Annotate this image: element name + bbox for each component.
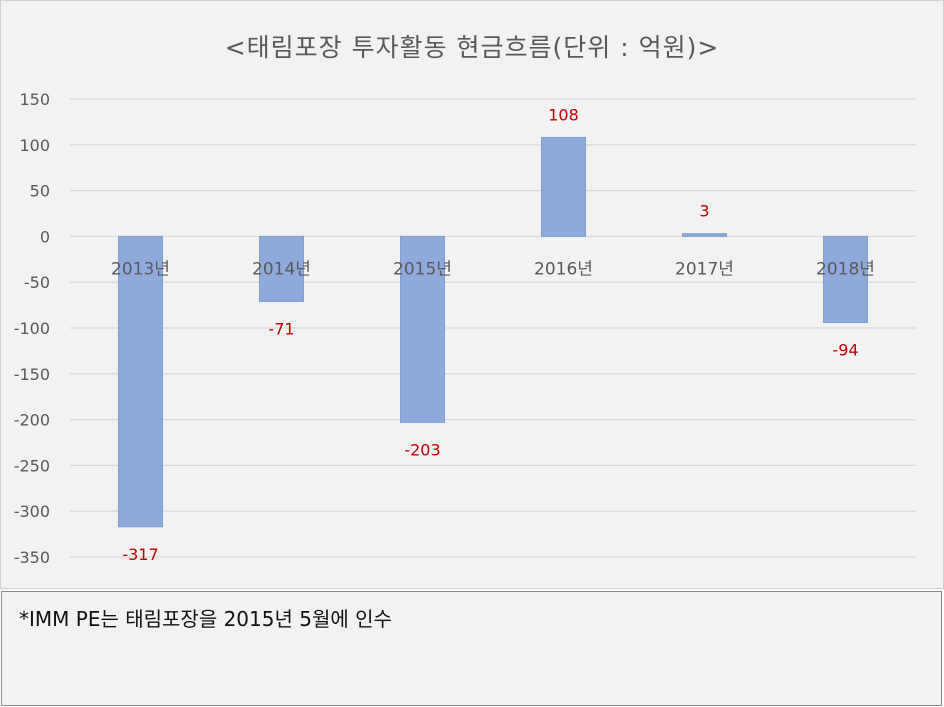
bar-chart: 150 100 50 0 -50 -100 -150 -200 -250 -300 -350 2013…: [14, 90, 916, 567]
x-tick-label: 2017년: [675, 259, 734, 279]
x-tick-label: 2016년: [534, 259, 593, 279]
y-tick-label: -100: [14, 319, 50, 338]
bar: [118, 235, 163, 528]
data-label: -203: [404, 440, 440, 459]
data-label: 3: [699, 202, 709, 221]
bar: [541, 136, 586, 237]
x-tick-label: 2014년: [252, 259, 311, 279]
bar: [400, 235, 445, 423]
y-tick-label: 0: [40, 227, 50, 246]
x-tick-label: 2013년: [111, 259, 170, 279]
y-tick-label: -50: [24, 273, 50, 292]
x-tick-label: 2015년: [393, 259, 452, 279]
y-tick-label: 100: [19, 136, 50, 155]
y-tick-label: -250: [14, 456, 50, 475]
bar: [823, 235, 868, 324]
y-tick-label: -200: [14, 411, 50, 430]
note-box: *IMM PE는 태림포장을 2015년 5월에 인수: [1, 591, 942, 706]
data-label: -71: [268, 319, 294, 338]
data-label: 108: [548, 105, 579, 124]
x-tick-label: 2018년: [816, 259, 875, 279]
y-tick-label: 50: [30, 182, 50, 201]
bar: [682, 233, 727, 237]
y-tick-label: -300: [14, 502, 50, 521]
y-tick-label: 150: [19, 90, 50, 109]
note-text: *IMM PE는 태림포장을 2015년 5월에 인수: [19, 607, 392, 631]
chart-title: <태림포장 투자활동 현금흐름(단위 : 억원)>: [224, 33, 720, 62]
y-tick-label: -150: [14, 365, 50, 384]
data-label: -317: [122, 545, 158, 564]
bar: [259, 235, 304, 302]
y-tick-label: -350: [14, 548, 50, 567]
data-label: -94: [832, 341, 858, 360]
